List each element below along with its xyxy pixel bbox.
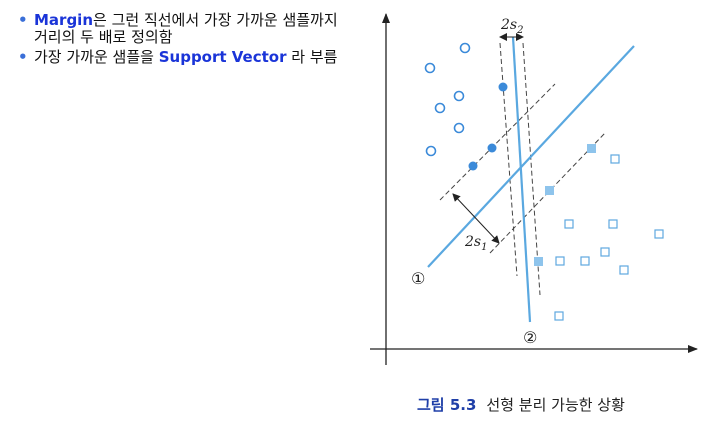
bullet-sv-after: 라 부름 — [286, 48, 338, 66]
circle-point — [453, 90, 465, 102]
square-point — [554, 311, 564, 321]
bullet-margin: • Margin은 그런 직선에서 가장 가까운 샘플까지 거리의 두 배로 정… — [14, 12, 344, 46]
square-point — [610, 154, 620, 164]
square-point — [580, 256, 590, 266]
circle-point — [453, 122, 465, 134]
bullet-dot: • — [18, 11, 28, 29]
square-point — [619, 265, 629, 275]
support-vector-squares — [534, 144, 596, 266]
class-circle-points — [424, 42, 471, 157]
square-point — [564, 219, 574, 229]
bullet-list: • Margin은 그런 직선에서 가장 가까운 샘플까지 거리의 두 배로 정… — [14, 12, 344, 69]
margin-line-2-left — [499, 42, 518, 277]
square-point — [600, 247, 610, 257]
class-square-points — [554, 154, 664, 321]
support-vector-circles — [468, 82, 508, 171]
boundary-line-2 — [511, 36, 532, 323]
margin-arrow-2s1 — [452, 193, 500, 244]
margin-line-1-upper — [439, 83, 556, 201]
figure-number: 그림 5.3 — [417, 396, 477, 414]
circle-point — [434, 102, 446, 114]
support-vector-square — [545, 186, 554, 195]
bullet-dot: • — [18, 48, 28, 66]
margin-line-2-right — [522, 42, 541, 296]
boundary-line-1 — [427, 45, 635, 268]
keyword-margin: Margin — [34, 11, 94, 29]
circle-point — [425, 145, 437, 157]
line-label-1: ① — [411, 269, 425, 288]
bullet-margin-text: 은 그런 직선에서 가장 가까운 샘플까지 거리의 두 배로 정의함 — [34, 11, 338, 46]
label-2s2: 2s2 — [500, 17, 523, 36]
support-vector-square — [587, 144, 596, 153]
figure-caption-text: 선형 분리 가능한 상황 — [486, 396, 625, 414]
square-point — [608, 219, 618, 229]
support-vector-circle — [468, 161, 478, 171]
square-point — [654, 229, 664, 239]
support-vector-circle — [487, 143, 497, 153]
bullet-sv-before: 가장 가까운 샘플을 — [34, 48, 159, 66]
figure-caption: 그림 5.3 선형 분리 가능한 상황 — [417, 394, 625, 415]
label-2s1: 2s1 — [464, 234, 487, 253]
bullet-support-vector: • 가장 가까운 샘플을 Support Vector 라 부름 — [14, 49, 344, 66]
support-vector-circle — [498, 82, 508, 92]
circle-point — [424, 62, 436, 74]
keyword-support-vector: Support Vector — [158, 48, 287, 66]
circle-point — [459, 42, 471, 54]
square-point — [555, 256, 565, 266]
support-vector-square — [534, 257, 543, 266]
line-label-2: ② — [523, 328, 537, 347]
